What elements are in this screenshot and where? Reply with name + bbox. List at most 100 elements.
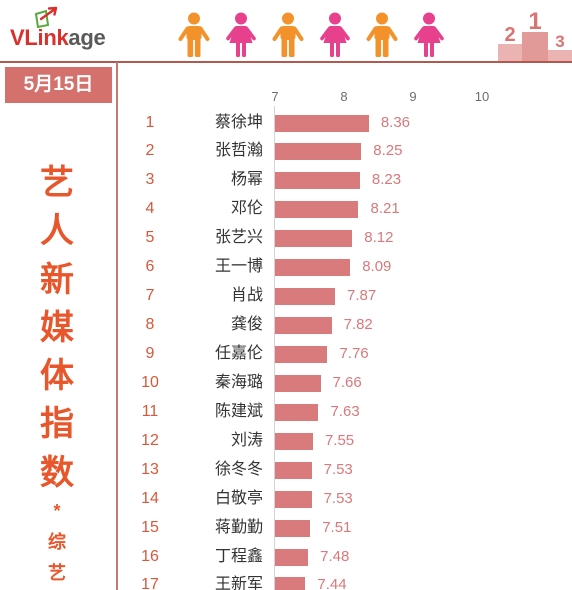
category-label: 张哲瀚 [214,142,263,160]
value-label: 7.48 [320,547,350,565]
man-icon [178,12,210,57]
category-label: 丁程鑫 [214,547,263,565]
x-tick-label: 7 [271,89,279,104]
value-label: 7.76 [339,344,369,362]
woman-icon [226,12,256,57]
logo-wordmark-main: VLink [10,25,69,50]
x-tick-label: 8 [340,89,348,104]
category-label: 王一博 [214,258,263,276]
bar-row: 8 龚俊 7.82 [118,311,572,340]
value-label: 8.23 [371,171,402,189]
category-label: 王新军 [214,576,263,590]
podium-place-second: 2 [504,24,515,46]
bar-row: 15 蒋勤勤 7.51 [118,514,572,543]
bar-row: 6 王一博 8.09 [118,253,572,282]
value-label: 7.55 [324,431,355,449]
category-label: 陈建斌 [214,402,263,420]
bar [275,345,328,363]
podium-block-third [548,50,572,62]
x-axis-line [274,106,275,590]
category-label: 任嘉伦 [214,344,263,362]
bar-row: 14 白敬亭 7.53 [118,485,572,514]
value-label: 7.53 [323,489,353,507]
bar-row: 16 丁程鑫 7.48 [118,543,572,572]
value-label: 7.82 [343,316,373,334]
bar-row: 12 刘涛 7.55 [118,427,572,456]
podium-place-first: 1 [528,8,541,35]
category-label: 杨幂 [230,171,263,189]
bar [275,230,353,248]
bar [275,374,321,392]
bar [275,577,306,590]
bar-row: 11 陈建斌 7.63 [118,398,572,427]
woman-icon [320,12,350,57]
sidebar-divider [116,62,118,590]
value-label: 7.87 [347,287,377,305]
rank-label: 14 [141,489,159,507]
category-label: 白敬亭 [214,489,263,507]
category-label: 张艺兴 [214,229,263,247]
value-label: 8.25 [373,142,403,160]
category-label: 龚俊 [230,316,263,334]
bar [275,403,319,421]
bar [275,519,311,537]
rank-label: 1 [145,113,155,131]
podium-icon: 2 1 3 [498,8,572,62]
rank-label: 2 [145,142,155,160]
bar-row: 1 蔡徐坤 8.36 [118,109,572,138]
category-label: 刘涛 [230,431,263,449]
bar [275,172,360,190]
value-label: 7.63 [330,402,360,420]
bar-row: 10 秦海璐 7.66 [118,369,572,398]
value-label: 8.21 [370,200,400,218]
category-label: 蔡徐坤 [214,113,263,131]
man-icon [366,12,398,57]
category-label: 邓伦 [230,200,263,218]
value-label: 7.44 [317,576,347,590]
category-label: 肖战 [230,287,263,305]
podium-place-third: 3 [555,32,564,51]
rank-label: 16 [141,547,159,565]
rank-label: 13 [141,460,159,478]
rank-label: 6 [145,258,155,276]
header-divider [0,61,572,63]
category-label: 蒋勤勤 [214,518,263,536]
bar-row: 5 张艺兴 8.12 [118,224,572,253]
bar-row: 2 张哲瀚 8.25 [118,137,572,166]
bar-row: 13 徐冬冬 7.53 [118,456,572,485]
rank-label: 15 [141,518,159,536]
value-label: 7.51 [322,518,352,536]
vlinkage-logo-icon [34,6,58,28]
x-tick-label: 9 [409,89,417,104]
value-label: 8.12 [364,229,394,247]
bar [275,143,362,161]
value-label: 7.66 [332,373,362,391]
header: VLinkage [0,0,572,62]
bar [275,461,312,479]
rank-label: 12 [141,431,159,449]
category-label: 秦海璐 [214,373,263,391]
logo-wordmark-suffix: age [68,25,106,50]
bar [275,548,309,566]
logo-wordmark: VLinkage [10,25,106,50]
value-label: 7.53 [323,460,353,478]
bar [275,201,359,219]
bar [275,288,336,306]
rank-label: 17 [141,576,159,590]
rank-label: 10 [141,373,159,391]
rank-label: 7 [145,287,155,305]
bar-row: 9 任嘉伦 7.76 [118,340,572,369]
rank-label: 11 [141,402,159,420]
chart-title: 艺人新媒体指数 [40,164,74,492]
bar [275,114,369,132]
ranking-bar-chart: 7 8 9 10 1 蔡徐坤 8.36 2 张哲瀚 8.25 3 杨幂 8.23 4 邓伦 8.21 5 张艺兴 8… [118,63,572,590]
bar-row: 4 邓伦 8.21 [118,195,572,224]
value-label: 8.09 [362,258,392,276]
rank-label: 5 [145,229,155,247]
bar [275,490,312,508]
bar [275,317,332,335]
x-tick-label: 10 [474,89,490,104]
sidebar: 5月15日 艺人新媒体指数 *综艺 [0,63,116,590]
bar [275,259,351,277]
rank-label: 9 [145,344,155,362]
